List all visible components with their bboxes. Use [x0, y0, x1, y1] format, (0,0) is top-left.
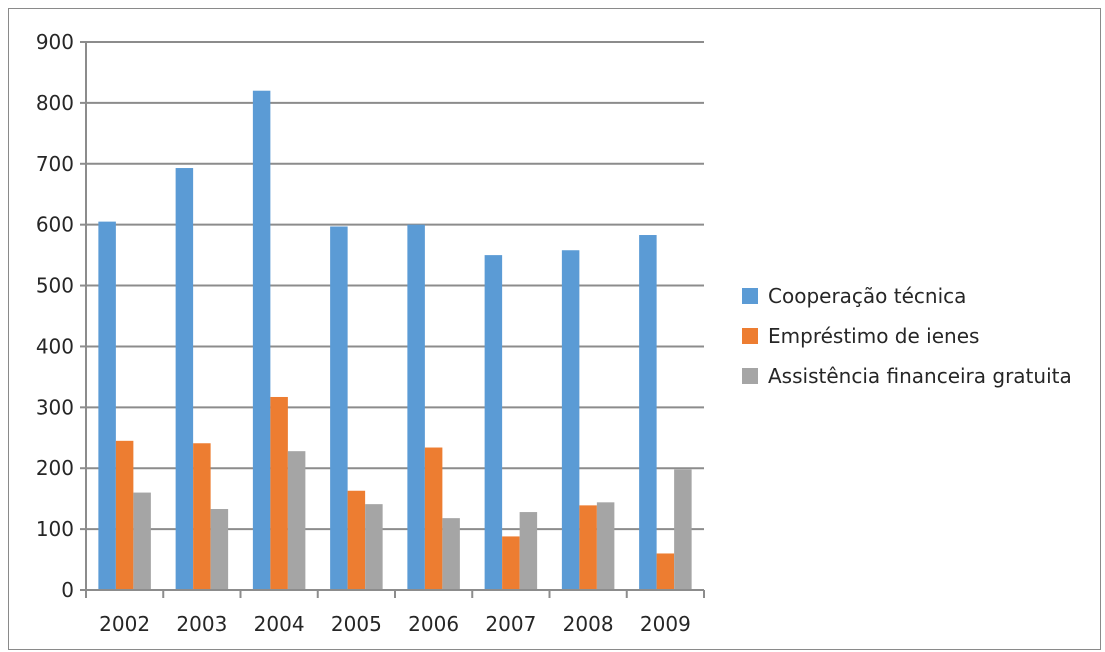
- y-tick-label: 700: [36, 152, 74, 176]
- legend-swatch: [742, 328, 758, 344]
- bar-1-2003: [193, 443, 211, 590]
- x-tick-label: 2008: [563, 612, 614, 636]
- bar-1-2005: [347, 490, 366, 590]
- y-tick-label: 400: [36, 334, 74, 358]
- bar-2-2007: [519, 512, 538, 590]
- legend: Cooperação técnica Empréstimo de ienes Ass…: [742, 284, 1072, 388]
- x-axis-ticks: 2002 2003 2004 2005 2006 2007 2008 2009: [99, 612, 691, 636]
- bar-1-2004: [270, 396, 288, 590]
- x-tick-label: 2004: [254, 612, 305, 636]
- bar-1-2002: [115, 440, 134, 590]
- legend-label: Assistência financeira gratuita: [768, 364, 1072, 388]
- bar-0-2003: [175, 168, 194, 591]
- bar-2-2009: [674, 469, 692, 590]
- legend-label: Empréstimo de ienes: [768, 324, 979, 348]
- bar-1-2006: [424, 447, 443, 590]
- x-tick-label: 2005: [331, 612, 382, 636]
- bar-1-2009: [656, 553, 675, 590]
- bar-2-2005: [365, 504, 383, 590]
- x-tick-label: 2007: [485, 612, 536, 636]
- x-tick-label: 2009: [640, 612, 691, 636]
- bar-0-2005: [330, 226, 348, 590]
- bar-2-2002: [133, 492, 151, 590]
- legend-swatch: [742, 368, 758, 384]
- y-axis-ticks: 0 100 200 300 400 500 600 700 800 900: [36, 30, 74, 602]
- legend-label: Cooperação técnica: [768, 284, 966, 308]
- y-tick-label: 100: [36, 517, 74, 541]
- y-tick-label: 900: [36, 30, 74, 54]
- bar-0-2007: [484, 255, 503, 590]
- bar-2-2003: [210, 509, 229, 590]
- bar-2-2006: [442, 518, 460, 590]
- bars: [98, 90, 692, 591]
- legend-swatch: [742, 288, 758, 304]
- y-tick-label: 300: [36, 395, 74, 419]
- bar-0-2002: [98, 221, 116, 590]
- x-tick-label: 2003: [176, 612, 227, 636]
- x-tick-label: 2006: [408, 612, 459, 636]
- x-tick-label: 2002: [99, 612, 150, 636]
- bar-0-2008: [561, 250, 580, 591]
- bar-1-2008: [579, 505, 597, 590]
- y-tick-label: 800: [36, 91, 74, 115]
- bar-0-2004: [252, 90, 271, 590]
- y-tick-label: 500: [36, 274, 74, 298]
- y-tick-label: 200: [36, 456, 74, 480]
- bar-1-2007: [502, 536, 520, 590]
- bar-2-2008: [596, 502, 615, 590]
- bar-2-2004: [287, 451, 306, 590]
- axes: [80, 41, 705, 598]
- y-tick-label: 600: [36, 213, 74, 237]
- bar-0-2006: [407, 224, 425, 590]
- bar-0-2009: [639, 235, 657, 591]
- y-tick-label: 0: [61, 578, 74, 602]
